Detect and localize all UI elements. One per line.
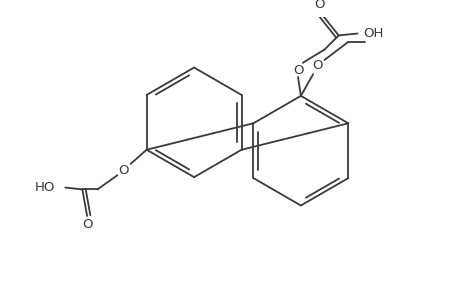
Text: O: O bbox=[118, 164, 128, 177]
Text: O: O bbox=[312, 59, 322, 72]
Text: O: O bbox=[292, 64, 302, 77]
Text: O: O bbox=[82, 218, 92, 231]
Text: HO: HO bbox=[34, 181, 55, 194]
Text: O: O bbox=[314, 0, 325, 11]
Text: OH: OH bbox=[363, 27, 383, 40]
